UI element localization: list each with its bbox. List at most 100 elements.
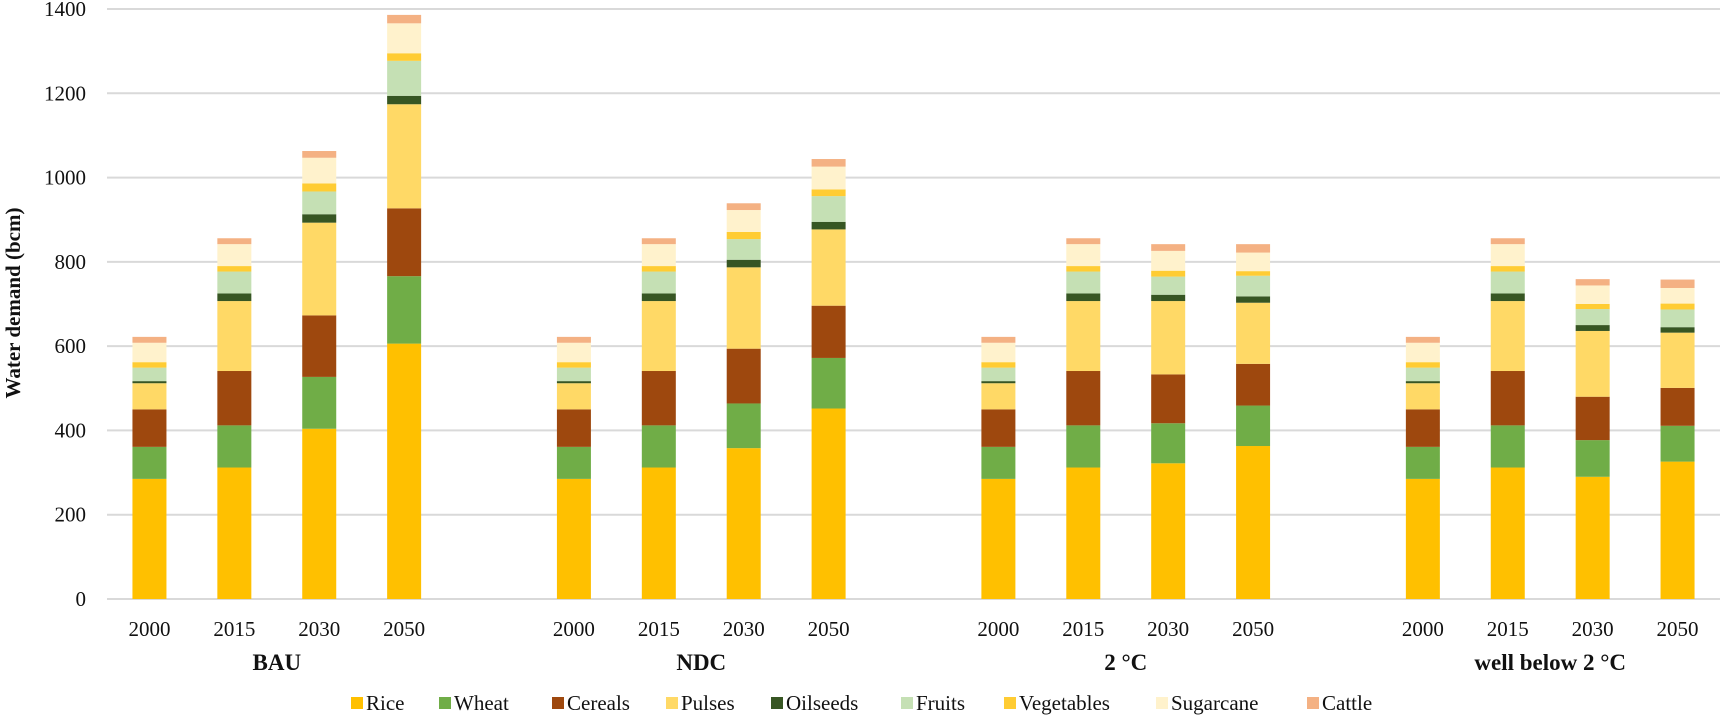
x-tick-label: 2015 bbox=[1062, 617, 1104, 641]
bar-segment-fruits bbox=[1575, 309, 1610, 326]
bar-segment-wheat bbox=[726, 403, 761, 449]
bar-segment-cereals bbox=[1405, 409, 1440, 447]
bar-segment-cereals bbox=[1236, 363, 1271, 406]
bar-segment-oilseeds bbox=[1405, 381, 1440, 384]
bar-segment-wheat bbox=[302, 376, 337, 429]
x-tick-label: 2030 bbox=[1147, 617, 1189, 641]
stacked-bar bbox=[1660, 279, 1695, 599]
stacked-bar bbox=[811, 159, 846, 599]
bar-segment-pulses bbox=[811, 229, 846, 306]
legend-label: Fruits bbox=[916, 691, 965, 715]
legend-swatch bbox=[771, 697, 783, 709]
legend-label: Rice bbox=[366, 691, 404, 715]
legend-item-sugarcane: Sugarcane bbox=[1156, 691, 1258, 715]
bar-segment-cereals bbox=[302, 315, 337, 377]
stacked-bar bbox=[1236, 244, 1271, 599]
group-label: 2 °C bbox=[1104, 650, 1147, 675]
bar-segment-vegetables bbox=[1151, 270, 1186, 277]
bar-segment-cattle bbox=[132, 336, 167, 343]
bar-segment-oilseeds bbox=[302, 214, 337, 223]
bar-segment-wheat bbox=[1490, 425, 1525, 468]
stacked-bar bbox=[302, 151, 337, 599]
bar-segment-wheat bbox=[641, 425, 676, 468]
y-tick-label: 1400 bbox=[44, 0, 86, 21]
bar-segment-sugarcane bbox=[1575, 285, 1610, 304]
bar-segment-oilseeds bbox=[1660, 327, 1695, 333]
bar-segment-cattle bbox=[811, 159, 846, 167]
stacked-bar bbox=[1405, 336, 1440, 599]
legend-swatch bbox=[1004, 697, 1016, 709]
bar-segment-fruits bbox=[811, 196, 846, 222]
bar-segment-rice bbox=[1151, 463, 1186, 599]
bar-segment-cattle bbox=[1405, 336, 1440, 343]
bar-segment-pulses bbox=[981, 383, 1016, 410]
y-tick-label: 1000 bbox=[44, 166, 86, 190]
bar-segment-vegetables bbox=[641, 266, 676, 272]
bar-segment-cereals bbox=[641, 371, 676, 426]
x-tick-label: 2030 bbox=[723, 617, 765, 641]
bar-segment-cereals bbox=[726, 348, 761, 404]
bar-segment-oilseeds bbox=[726, 259, 761, 268]
bar-segment-pulses bbox=[132, 383, 167, 410]
bar-segment-cattle bbox=[217, 238, 252, 245]
bar-segment-cattle bbox=[556, 336, 591, 343]
legend-swatch bbox=[1156, 697, 1168, 709]
bar-segment-oilseeds bbox=[1066, 293, 1101, 302]
bar-segment-vegetables bbox=[217, 266, 252, 272]
bar-segment-pulses bbox=[1405, 383, 1440, 410]
legend-item-wheat: Wheat bbox=[439, 691, 509, 715]
legend-swatch bbox=[901, 697, 913, 709]
bar-segment-cereals bbox=[1066, 371, 1101, 426]
legend-item-pulses: Pulses bbox=[666, 691, 735, 715]
legend-item-vegetables: Vegetables bbox=[1004, 691, 1110, 715]
bar-segment-fruits bbox=[556, 367, 591, 382]
bar-segment-cattle bbox=[1490, 238, 1525, 245]
bar-segment-cattle bbox=[1575, 279, 1610, 286]
bar-segment-wheat bbox=[811, 357, 846, 409]
bar-segment-pulses bbox=[1151, 301, 1186, 375]
y-tick-label: 800 bbox=[55, 250, 87, 274]
bar-segment-sugarcane bbox=[981, 342, 1016, 363]
bar-segment-vegetables bbox=[1490, 266, 1525, 272]
x-tick-label: 2050 bbox=[383, 617, 425, 641]
bar-segment-sugarcane bbox=[811, 166, 846, 190]
bar-segment-oilseeds bbox=[1151, 294, 1186, 302]
bar-segment-cereals bbox=[556, 409, 591, 447]
stacked-bar bbox=[132, 336, 167, 599]
bar-segment-pulses bbox=[1490, 301, 1525, 372]
legend-item-fruits: Fruits bbox=[901, 691, 965, 715]
bar-segment-pulses bbox=[1236, 302, 1271, 364]
bar-segment-vegetables bbox=[1405, 362, 1440, 368]
y-tick-label: 0 bbox=[76, 587, 87, 611]
bar-segment-rice bbox=[1490, 467, 1525, 599]
bar-segment-wheat bbox=[132, 446, 167, 479]
legend-swatch bbox=[439, 697, 451, 709]
bar-segment-pulses bbox=[387, 104, 422, 209]
stacked-bar bbox=[387, 14, 422, 599]
bar-segment-cereals bbox=[132, 409, 167, 447]
bar-segment-fruits bbox=[641, 271, 676, 294]
bar-segment-pulses bbox=[217, 301, 252, 372]
bar-segment-vegetables bbox=[1236, 271, 1271, 276]
bar-segment-rice bbox=[387, 343, 422, 599]
bar-segment-vegetables bbox=[981, 362, 1016, 368]
bar-segment-vegetables bbox=[811, 189, 846, 197]
bar-segment-vegetables bbox=[556, 362, 591, 368]
bar-segment-cattle bbox=[726, 203, 761, 211]
bar-segment-fruits bbox=[302, 191, 337, 215]
bar-segment-rice bbox=[1575, 476, 1610, 599]
bar-segment-rice bbox=[1405, 478, 1440, 599]
x-tick-label: 2050 bbox=[808, 617, 850, 641]
bar-segment-rice bbox=[811, 408, 846, 599]
bar-segment-fruits bbox=[726, 239, 761, 260]
bar-segment-cattle bbox=[1236, 244, 1271, 253]
legend-swatch bbox=[666, 697, 678, 709]
y-tick-label: 200 bbox=[55, 503, 87, 527]
stacked-bar bbox=[1066, 238, 1101, 599]
legend-label: Oilseeds bbox=[786, 691, 858, 715]
stacked-bar bbox=[556, 336, 591, 599]
bar-segment-pulses bbox=[726, 267, 761, 349]
bar-segment-cattle bbox=[1660, 279, 1695, 288]
bar-segment-oilseeds bbox=[387, 95, 422, 105]
legend: Rice Wheat Cereals Pulses Oilseeds Fruits Vege… bbox=[351, 691, 1372, 715]
